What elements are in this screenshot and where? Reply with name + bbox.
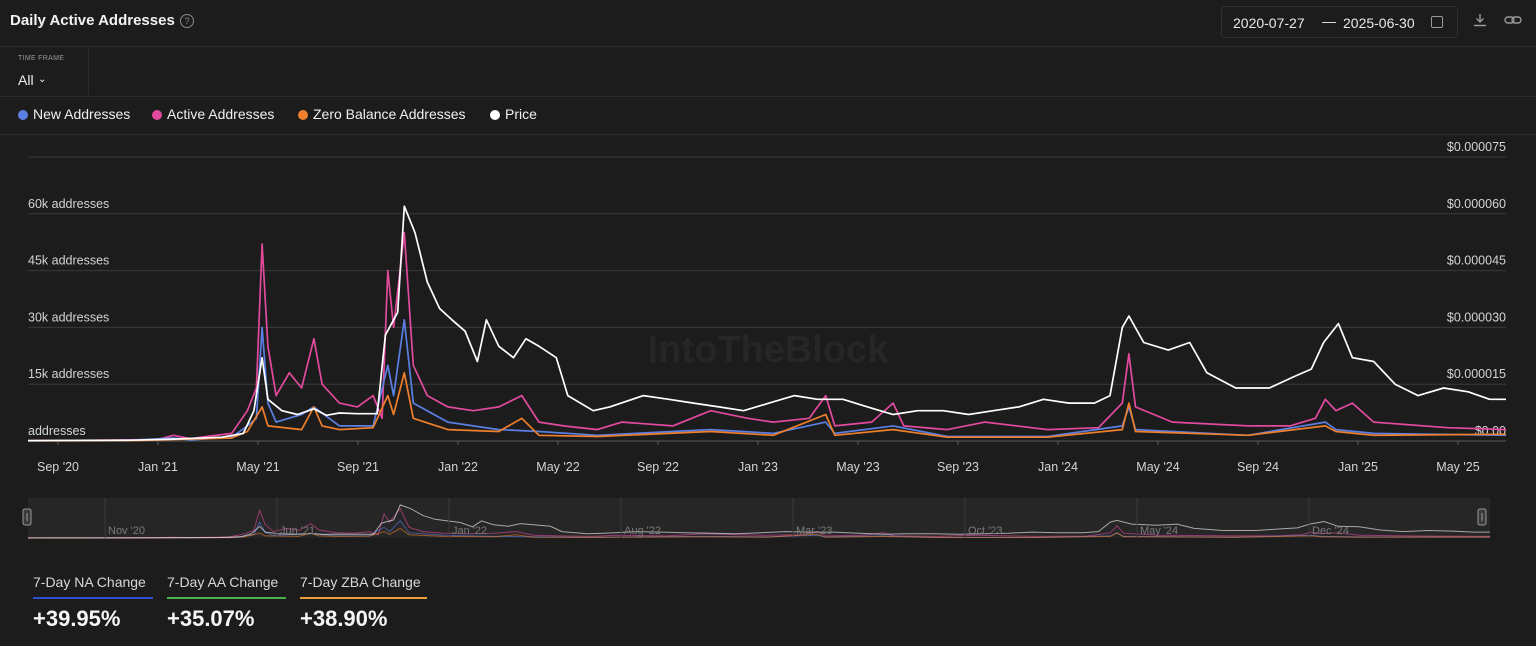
- stat-na-change-label: 7-Day NA Change: [33, 574, 153, 599]
- x-tick-label: May '21: [236, 460, 279, 474]
- legend-dot: [18, 110, 28, 120]
- legend-dot: [490, 110, 500, 120]
- legend-item-price[interactable]: Price: [490, 106, 537, 122]
- date-range-end[interactable]: 2025-06-30: [1343, 15, 1415, 31]
- series-line-price: [27, 205, 1506, 442]
- legend-item-new-addresses[interactable]: New Addresses: [18, 106, 130, 122]
- timeframe-value[interactable]: All: [18, 72, 34, 88]
- x-tick-label: Sep '23: [937, 460, 979, 474]
- legend-dot: [152, 110, 162, 120]
- date-range-picker[interactable]: 2020-07-27 — 2025-06-30: [1221, 6, 1458, 38]
- stat-aa-change-value: +35.07%: [167, 606, 255, 631]
- stat-zba-change-value: +38.90%: [300, 606, 388, 631]
- navigator-label: Jan '22: [452, 525, 487, 537]
- x-tick-label: Jan '22: [438, 460, 478, 474]
- navigator-series-active-addresses: [28, 507, 1491, 539]
- navigator-label: Aug '22: [624, 525, 661, 537]
- stat-na-change-value: +39.95%: [33, 606, 121, 631]
- navigator-label: Jun '21: [280, 525, 315, 537]
- stat-zba-change-label: 7-Day ZBA Change: [300, 574, 427, 599]
- series-line-zero-balance-addresses: [27, 371, 1507, 442]
- legend-item-zero-balance-addresses[interactable]: Zero Balance Addresses: [298, 106, 466, 122]
- range-navigator[interactable]: Nov '20 Jun '21 Jan '22 Aug '22 Mar '23 Oct '…: [0, 490, 1536, 546]
- x-tick-label: May '23: [836, 460, 879, 474]
- y-left-tick-label: 30k addresses: [28, 310, 109, 324]
- divider: [0, 96, 1536, 97]
- navigator-label: Nov '20: [108, 525, 145, 537]
- help-circle-icon[interactable]: ?: [180, 14, 194, 28]
- y-left-tick-label: 15k addresses: [28, 367, 109, 381]
- navigator-label: Oct '23: [968, 525, 1003, 537]
- series-line-new-addresses: [27, 318, 1507, 442]
- x-tick-label: Jan '23: [738, 460, 778, 474]
- navigator-series-zero-balance-addresses: [27, 527, 1491, 539]
- download-icon[interactable]: [1473, 13, 1487, 27]
- navigator-series-price: [28, 504, 1490, 539]
- link-icon[interactable]: [1504, 13, 1522, 27]
- series-line-active-addresses: [27, 231, 1507, 442]
- legend-label: Price: [505, 106, 537, 122]
- x-tick-label: May '25: [1436, 460, 1479, 474]
- y-left-tick-label: 45k addresses: [28, 254, 109, 268]
- x-tick-label: Sep '24: [1237, 460, 1279, 474]
- date-range-separator: —: [1322, 13, 1336, 29]
- calendar-icon[interactable]: [1431, 16, 1443, 28]
- navigator-label: Mar '23: [796, 525, 832, 537]
- y-right-tick-label: $0.000075: [1447, 140, 1506, 154]
- stat-aa-change-label: 7-Day AA Change: [167, 574, 286, 599]
- navigator-background: [28, 498, 1490, 538]
- legend-label: New Addresses: [33, 106, 131, 122]
- y-right-tick-label: $0.000060: [1447, 197, 1506, 211]
- y-right-tick-label: $0.000045: [1447, 254, 1506, 268]
- x-tick-label: Jan '24: [1038, 460, 1078, 474]
- x-tick-label: May '22: [536, 460, 579, 474]
- watermark: IntoTheBlock: [648, 329, 890, 371]
- x-tick-label: Sep '21: [337, 460, 379, 474]
- legend-label: Active Addresses: [167, 106, 275, 122]
- x-tick-label: Jan '21: [138, 460, 178, 474]
- legend-item-active-addresses[interactable]: Active Addresses: [152, 106, 274, 122]
- divider: [0, 134, 1536, 135]
- chevron-down-icon[interactable]: ⌄: [38, 74, 47, 85]
- x-tick-label: Sep '22: [637, 460, 679, 474]
- x-tick-label: May '24: [1136, 460, 1179, 474]
- date-range-start[interactable]: 2020-07-27: [1233, 15, 1305, 31]
- timeframe-selector[interactable]: TIME FRAME All ⌄: [0, 47, 89, 95]
- header-bar: Daily Active Addresses ? 2020-07-27 — 20…: [0, 0, 1536, 47]
- y-left-tick-label: addresses: [28, 424, 86, 438]
- navigator-label: May '24: [1140, 525, 1178, 537]
- x-tick-label: Jan '25: [1338, 460, 1378, 474]
- y-right-tick-label: $0.000015: [1447, 367, 1506, 381]
- y-left-tick-label: 60k addresses: [28, 197, 109, 211]
- main-chart[interactable]: IntoTheBlock addresses 15k addresses 30k ad…: [0, 140, 1536, 480]
- navigator-label: Dec '24: [1312, 525, 1349, 537]
- legend-dot: [298, 110, 308, 120]
- y-right-tick-label: $0.000030: [1447, 310, 1506, 324]
- timeframe-label: TIME FRAME: [18, 55, 65, 62]
- page-title: Daily Active Addresses: [10, 12, 175, 29]
- x-tick-label: Sep '20: [37, 460, 79, 474]
- legend-label: Zero Balance Addresses: [313, 106, 466, 122]
